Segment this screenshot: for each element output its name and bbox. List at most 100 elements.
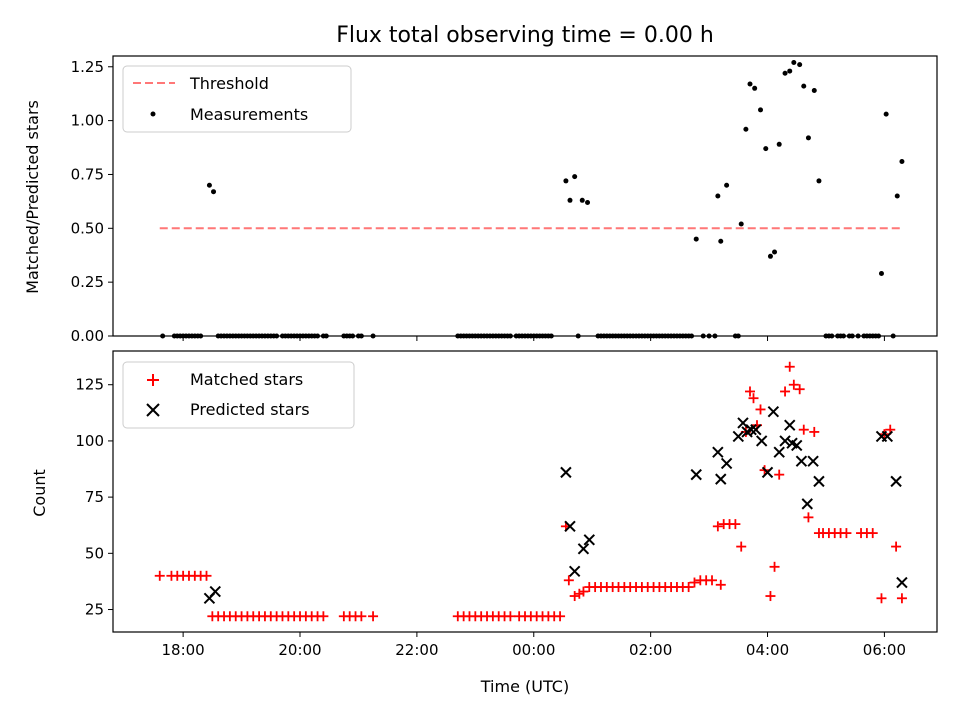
measurement-point (585, 199, 591, 205)
threshold-legend-label: Threshold (189, 74, 269, 93)
matched-stars-legend-label: Matched stars (190, 370, 303, 389)
matched-star-point (368, 611, 379, 622)
measurement-point (782, 70, 788, 76)
top-axes-frame (112, 55, 938, 337)
measurement-point (883, 111, 889, 117)
bottom-legend-box (122, 361, 355, 429)
matched-star-point (356, 611, 367, 622)
measurement-point (206, 182, 212, 188)
matched-star-point (201, 570, 212, 581)
predicted-star-point (773, 446, 785, 458)
bottom-x-tick-label: 04:00 (746, 641, 789, 659)
measurements-legend-label: Measurements (190, 105, 308, 124)
matched-star-point (896, 593, 907, 604)
matched-star-point (841, 528, 852, 539)
predicted-star-point (560, 466, 572, 479)
bottom-y-tick-label: 50 (85, 544, 104, 562)
bottom-y-tick-label: 25 (85, 601, 104, 619)
matched-star-point (788, 379, 799, 390)
matched-star-point (730, 519, 741, 530)
measurement-point (894, 193, 900, 199)
bottom-x-tick-label: 02:00 (629, 641, 672, 659)
bottom-y-axis-label: Count (30, 469, 49, 517)
measurement-point (567, 197, 573, 203)
bottom-x-tick-label: 06:00 (863, 641, 906, 659)
predicted-star-point (732, 430, 745, 443)
predicted-star-point (750, 423, 762, 436)
measurement-point (772, 249, 778, 255)
predicted-star-point (715, 473, 727, 485)
predicted-star-point (801, 498, 813, 510)
measurement-point (787, 68, 793, 74)
top-y-tick-label: 0.50 (71, 219, 104, 237)
top-y-tick-label: 0.75 (71, 165, 104, 183)
measurement-point (738, 221, 744, 227)
predicted-star-point (755, 435, 768, 447)
chart-title: Flux total observing time = 0.00 h (336, 23, 714, 48)
predicted-star-point (690, 468, 702, 481)
matched-star-point (765, 591, 776, 602)
bottom-y-ticks: 25 50 75 100 125 (75, 376, 113, 619)
measurement-point (816, 178, 822, 184)
top-panel: Flux total observing time = 0.00 h Match… (23, 23, 938, 345)
top-y-tick-label: 0.00 (71, 327, 104, 345)
matched-star-point (891, 541, 902, 552)
bottom-panel: Count Time (UTC) 25 50 75 100 125 18:00 20:00… (30, 350, 938, 696)
matched-star-point (689, 577, 700, 588)
matched-stars-legend-swatch (147, 374, 159, 386)
matched-star-point (569, 591, 580, 602)
bottom-legend: Matched stars Predicted stars (122, 361, 355, 429)
measurement-point (801, 83, 807, 89)
measurement-point (724, 182, 730, 188)
measurement-point (763, 146, 769, 152)
matched-star-point (505, 611, 516, 622)
bottom-y-tick-label: 125 (75, 376, 104, 394)
top-y-ticks: 0.00 0.25 0.50 0.75 1.00 1.25 (71, 58, 113, 345)
matched-star-point (707, 575, 718, 586)
bottom-y-tick-label: 100 (75, 432, 104, 450)
measurement-point (563, 178, 569, 184)
measurement-point (693, 236, 699, 242)
measurement-point (811, 87, 817, 93)
predicted-stars-points (203, 405, 908, 604)
top-legend-box (122, 65, 352, 133)
bottom-y-tick-label: 75 (85, 488, 104, 506)
top-y-tick-label: 1.00 (71, 112, 104, 130)
matched-star-point (318, 611, 329, 622)
predicted-star-point (890, 475, 902, 488)
bottom-x-tick-label: 18:00 (162, 641, 205, 659)
measurement-point (767, 253, 773, 259)
predicted-star-point (881, 430, 894, 443)
measurement-point (572, 174, 578, 180)
bottom-x-tick-label: 22:00 (395, 641, 438, 659)
measurement-point (715, 193, 721, 199)
predicted-star-point (813, 475, 825, 488)
matched-star-point (712, 521, 723, 532)
bottom-axes-frame (112, 350, 938, 633)
matched-star-point (578, 586, 589, 597)
predicted-star-point (712, 446, 724, 458)
top-x-ticks (182, 336, 885, 341)
matched-star-point (809, 426, 820, 437)
matched-star-point (769, 561, 780, 572)
measurement-point (878, 271, 884, 277)
top-y-tick-label: 0.25 (71, 273, 104, 291)
matched-star-point (748, 393, 759, 404)
measurement-point (758, 107, 764, 113)
matched-star-point (154, 570, 165, 581)
measurement-point (791, 59, 797, 65)
measurement-point (776, 141, 782, 147)
measurement-point (747, 81, 753, 87)
predicted-star-point (761, 466, 774, 479)
predicted-star-point (896, 576, 908, 589)
matched-star-point (780, 386, 791, 397)
matched-star-point (867, 528, 878, 539)
top-y-tick-label: 1.25 (71, 58, 104, 76)
matched-star-point (555, 611, 566, 622)
predicted-star-point (779, 435, 791, 447)
predicted-star-point (564, 520, 576, 533)
matched-star-point (736, 541, 747, 552)
predicted-star-point (209, 585, 221, 598)
predicted-stars-legend-swatch (146, 403, 160, 417)
predicted-star-point (577, 543, 590, 555)
